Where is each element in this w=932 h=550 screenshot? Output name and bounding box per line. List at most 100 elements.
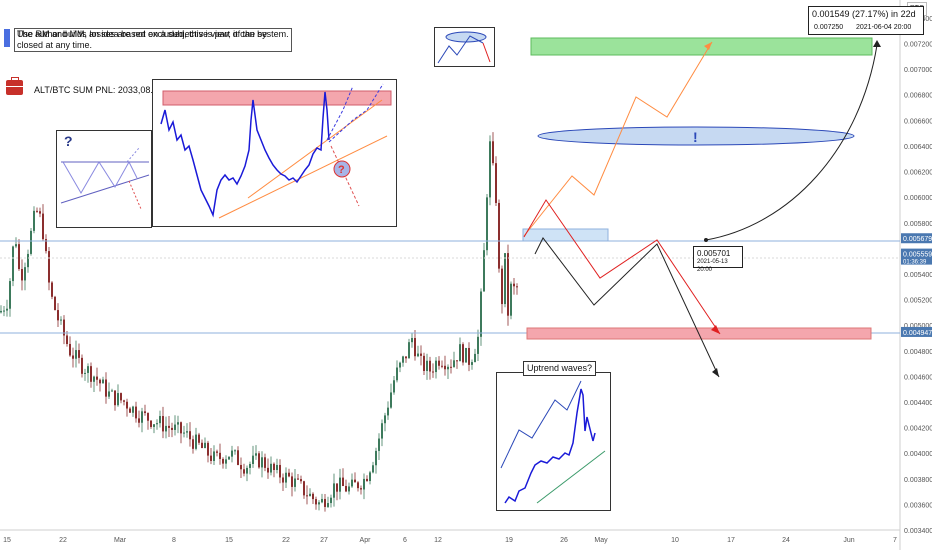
candle-body xyxy=(66,335,68,344)
point-value: 0.005701 xyxy=(697,249,731,258)
candle-body xyxy=(297,478,299,480)
candle-body xyxy=(411,338,413,343)
candle-body xyxy=(387,407,389,416)
triangle-pattern-svg xyxy=(60,147,150,210)
candle-body xyxy=(69,343,71,356)
candle-body xyxy=(57,310,59,321)
briefcase-icon xyxy=(6,77,23,95)
price-tag-text: 0.005679 xyxy=(903,236,932,243)
candle-body xyxy=(474,353,476,363)
candle-body xyxy=(99,379,101,384)
candle-body xyxy=(282,477,284,483)
x-tick-label: May xyxy=(594,537,608,544)
x-tick-label: Mar xyxy=(114,537,127,544)
candle-body xyxy=(441,365,443,367)
candle-body xyxy=(120,393,122,401)
candle-body xyxy=(432,371,434,373)
y-tick-label: 0.006600 xyxy=(904,118,932,125)
candle-body xyxy=(429,360,431,372)
candle-body xyxy=(12,246,14,282)
candle-body xyxy=(0,310,2,313)
candle-body xyxy=(405,356,407,359)
candle-body xyxy=(219,452,221,459)
candle-body xyxy=(396,367,398,381)
candle-body xyxy=(171,427,173,430)
candle-body xyxy=(309,493,311,497)
x-tick-label: 15 xyxy=(225,537,233,544)
measure-sub-left: 0.007250 xyxy=(814,24,844,31)
candle-body xyxy=(198,434,200,443)
x-tick-label: 6 xyxy=(403,537,407,544)
inset-question-mark: ? xyxy=(64,133,73,149)
x-tick-label: 22 xyxy=(282,537,290,544)
candle-body xyxy=(477,336,479,354)
candle-body xyxy=(54,296,56,311)
candle-body xyxy=(468,347,470,365)
candle-body xyxy=(336,483,338,492)
candle-body xyxy=(258,453,260,468)
candle-body xyxy=(426,360,428,371)
pnl-text: ALT/BTC SUM PNL: 2033,08. xyxy=(34,85,153,95)
candle-body xyxy=(510,283,512,316)
candle-body xyxy=(339,477,341,492)
candle-body xyxy=(75,350,77,359)
exclaim-mark: ! xyxy=(693,129,698,145)
price-tag-subtext: 01:36:39 xyxy=(903,260,927,266)
candle-body xyxy=(204,442,206,448)
y-tick-label: 0.006200 xyxy=(904,170,932,177)
candle-body xyxy=(156,423,158,425)
candle-body xyxy=(351,479,353,487)
candle-body xyxy=(324,498,326,507)
candle-body xyxy=(279,464,281,478)
channel-inset-svg: ? xyxy=(160,83,392,219)
candles-group xyxy=(0,132,518,512)
candle-body xyxy=(465,347,467,363)
x-tick-label: 22 xyxy=(59,537,67,544)
disclaimer-line-1: Use RM and MM, losses are not excluded, … xyxy=(17,29,289,39)
x-tick-label: 15 xyxy=(3,537,11,544)
x-tick-labels: 15 22 Mar 8 15 22 27 Apr 6 12 19 26 May 10 17 24 Jun 7 xyxy=(3,537,897,544)
candle-body xyxy=(225,459,227,464)
candle-body xyxy=(108,391,110,397)
price-tag-bg xyxy=(901,233,932,244)
y-tick-label: 0.003400 xyxy=(904,528,932,535)
candle-body xyxy=(369,472,371,482)
candle-body xyxy=(228,456,230,460)
candle-body xyxy=(246,467,248,474)
candle-body xyxy=(30,230,32,254)
channel-question-mark: ? xyxy=(338,164,345,176)
price-tag-text: 0.005559 xyxy=(903,252,932,259)
black-projection xyxy=(534,237,720,378)
candle-body xyxy=(294,478,296,487)
candle-body xyxy=(15,244,17,247)
candle-body xyxy=(186,431,188,433)
candle-body xyxy=(261,457,263,468)
candle-body xyxy=(150,420,152,427)
candle-body xyxy=(168,425,170,428)
candle-body xyxy=(285,472,287,483)
uptrend-label: Uptrend waves? xyxy=(523,361,597,376)
candle-body xyxy=(381,423,383,439)
candle-body xyxy=(195,434,197,449)
candle-body xyxy=(513,283,515,287)
candle-body xyxy=(483,250,485,292)
candle-body xyxy=(126,401,128,409)
candle-body xyxy=(507,253,509,316)
candle-body xyxy=(375,450,377,466)
candle-body xyxy=(189,431,191,440)
measure-curve xyxy=(705,44,878,241)
y-tick-label: 0.007000 xyxy=(904,67,932,74)
candle-body xyxy=(174,424,176,430)
candle-body xyxy=(354,479,356,483)
candle-body xyxy=(213,451,215,461)
candle-body xyxy=(63,319,65,336)
y-tick-label: 0.006400 xyxy=(904,144,932,151)
price-tag-bg xyxy=(901,326,932,337)
candle-body xyxy=(318,502,320,505)
candle-body xyxy=(417,353,419,357)
uptrend-inset: Uptrend waves? xyxy=(496,361,611,511)
candle-body xyxy=(516,286,518,288)
x-tick-label: 24 xyxy=(782,537,790,544)
candle-body xyxy=(453,360,455,367)
